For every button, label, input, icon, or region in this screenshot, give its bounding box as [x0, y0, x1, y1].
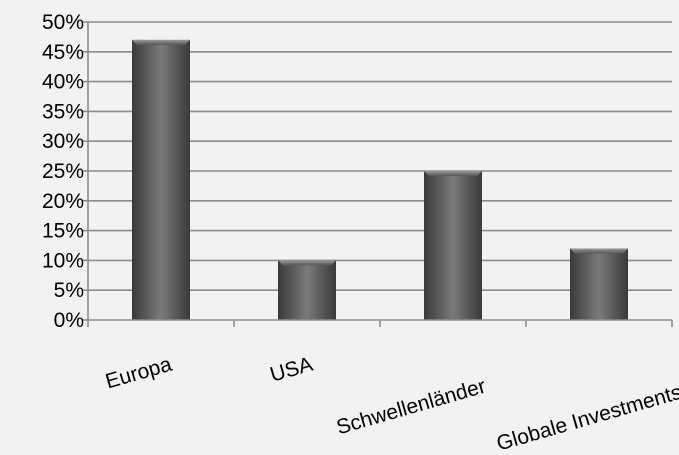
y-tick-label: 10%	[42, 249, 84, 272]
bar-body	[570, 248, 628, 320]
bar	[132, 39, 190, 320]
bar-top-bevel	[132, 39, 190, 45]
bar-body	[278, 260, 336, 320]
bar	[278, 260, 336, 320]
bar-top-bevel	[278, 260, 336, 266]
bar-body	[132, 39, 190, 320]
x-category-label: Globale Investments	[494, 381, 679, 455]
y-tick-label: 30%	[42, 130, 84, 153]
bar	[424, 171, 482, 320]
y-tick-label: 15%	[42, 220, 84, 243]
y-tick-label: 5%	[54, 279, 84, 302]
x-category-label: Schwellenländer	[334, 375, 488, 440]
bars	[132, 39, 628, 320]
axes	[87, 22, 673, 327]
y-tick-labels: 0% 5% 10% 15% 20% 25% 30% 35% 40% 45% 50%	[42, 11, 84, 332]
bar	[570, 248, 628, 320]
bar-body	[424, 171, 482, 320]
y-tick-label: 50%	[42, 11, 84, 34]
y-tick-label: 25%	[42, 160, 84, 183]
x-category-label: Europa	[103, 353, 175, 394]
y-tick-label: 45%	[42, 41, 84, 64]
y-tick-label: 20%	[42, 190, 84, 213]
x-category-label: USA	[268, 353, 316, 387]
bar-top-bevel	[570, 248, 628, 254]
y-tick-label: 35%	[42, 100, 84, 123]
y-tick-label: 40%	[42, 71, 84, 94]
y-tick-label: 0%	[54, 309, 84, 332]
bar-top-bevel	[424, 171, 482, 176]
x-category-labels: Europa USA Schwellenländer Globale Investme…	[103, 353, 679, 455]
